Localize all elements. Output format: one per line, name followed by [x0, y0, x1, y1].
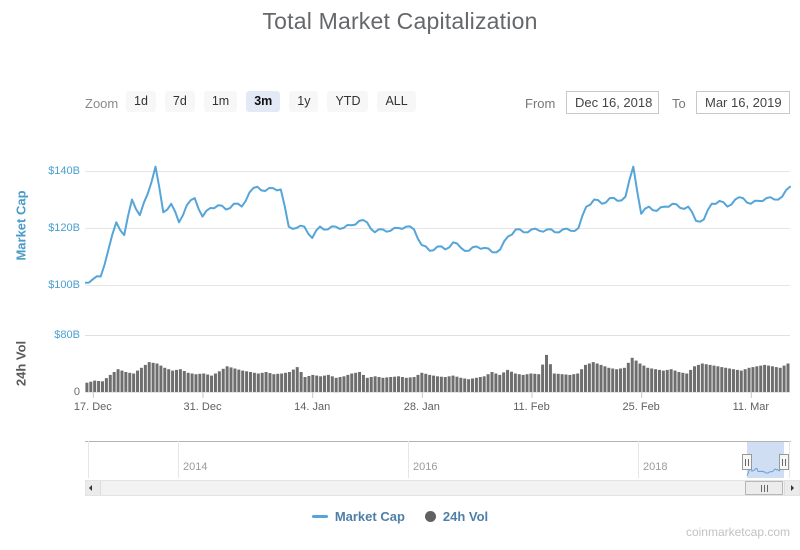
volaxis-label-$80B: $80B	[54, 329, 80, 341]
zoom-button-1d[interactable]: 1d	[126, 91, 156, 112]
zoom-button-ALL[interactable]: ALL	[377, 91, 416, 112]
navigator-year-label-2016: 2016	[413, 461, 438, 473]
to-date-input[interactable]	[696, 91, 790, 114]
zoom-button-1m[interactable]: 1m	[203, 91, 238, 112]
legend-label: 24h Vol	[442, 509, 489, 524]
zoom-button-1y[interactable]: 1y	[289, 91, 319, 112]
xaxis-label-28-Jan: 28. Jan	[403, 401, 440, 413]
from-date-input[interactable]	[566, 91, 659, 114]
volaxis-label-0: 0	[73, 386, 80, 398]
navigator-selection	[747, 442, 784, 478]
navigator-right-handle[interactable]	[779, 454, 789, 470]
market-cap-chart[interactable]	[85, 150, 791, 310]
scrollbar-left-arrow-button[interactable]	[86, 481, 101, 495]
zoom-label: Zoom	[85, 96, 119, 111]
zoom-button-group: 1d 7d 1m 3m 1y YTD ALL	[126, 91, 425, 112]
legend: Market Cap 24h Vol	[0, 509, 800, 524]
scrollbar-right-arrow-button[interactable]	[784, 481, 799, 495]
xaxis-label-25-Feb: 25. Feb	[622, 401, 660, 413]
yaxis-title-market-cap: Market Cap	[13, 190, 29, 261]
line-marker-icon	[311, 515, 328, 518]
navigator-year-label-2014: 2014	[183, 461, 208, 473]
yaxis-label-$140B: $140B	[48, 165, 80, 177]
left-arrow-icon	[89, 485, 92, 491]
xaxis-label-11-Mar: 11. Mar	[732, 401, 770, 413]
xaxis-label-14-Jan: 14. Jan	[294, 401, 331, 413]
page-title: Total Market Capitalization	[262, 8, 538, 34]
zoom-button-YTD[interactable]: YTD	[327, 91, 369, 112]
volume-chart[interactable]	[85, 335, 791, 399]
xaxis-label-31-Dec: 31. Dec	[183, 401, 222, 413]
from-label: From	[525, 96, 556, 111]
legend-label: Market Cap	[334, 509, 405, 524]
legend-item-market-cap[interactable]: Market Cap	[311, 509, 405, 524]
yaxis-label-$100B: $100B	[48, 279, 80, 291]
navigator-left-handle[interactable]	[742, 454, 752, 470]
circle-marker-icon	[424, 511, 436, 522]
scrollbar-thumb[interactable]	[745, 481, 783, 495]
right-arrow-icon	[791, 485, 794, 491]
xaxis-label-11-Feb: 11. Feb	[513, 401, 550, 413]
zoom-button-3m[interactable]: 3m	[246, 91, 281, 112]
zoom-button-7d[interactable]: 7d	[164, 91, 195, 112]
navigator-year-label-2018: 2018	[643, 461, 668, 473]
xaxis-label-17-Dec: 17. Dec	[73, 401, 112, 413]
to-label: To	[672, 96, 686, 111]
legend-item-24h-vol[interactable]: 24h Vol	[424, 509, 489, 524]
yaxis-title-24h-vol: 24h Vol	[13, 340, 29, 387]
navigator[interactable]	[85, 441, 791, 478]
yaxis-label-$120B: $120B	[48, 222, 80, 234]
scrollbar-track[interactable]	[85, 480, 800, 496]
watermark: coinmarketcap.com	[685, 525, 790, 539]
